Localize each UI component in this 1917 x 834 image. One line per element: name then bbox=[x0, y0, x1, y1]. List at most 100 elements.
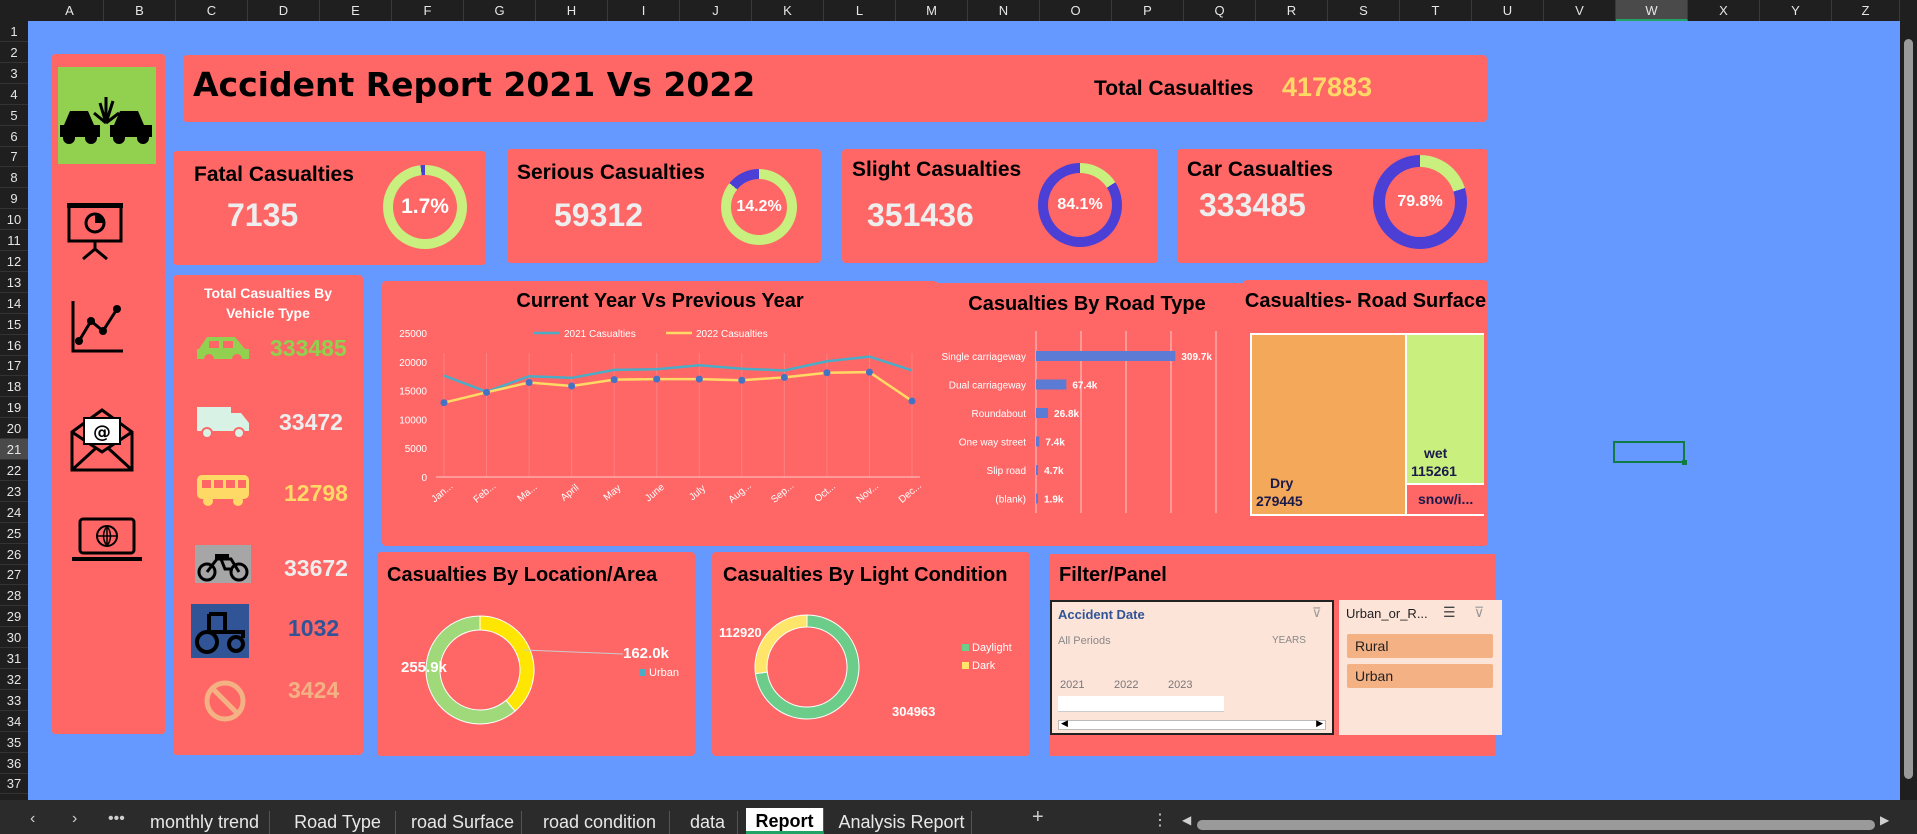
selected-cell[interactable] bbox=[1613, 441, 1687, 465]
year-2023[interactable]: 2023 bbox=[1168, 679, 1193, 691]
column-header[interactable]: G bbox=[464, 0, 536, 21]
year-2022[interactable]: 2022 bbox=[1114, 679, 1139, 691]
row-header[interactable]: 27 bbox=[0, 564, 28, 586]
row-header[interactable]: 25 bbox=[0, 523, 28, 544]
clear-filter-icon[interactable]: ⊽ bbox=[1474, 604, 1485, 620]
treemap-snow[interactable]: snow/i... bbox=[1407, 485, 1484, 514]
tab-options-icon[interactable]: ⋮ bbox=[1152, 812, 1168, 829]
column-header[interactable]: K bbox=[752, 0, 824, 21]
row-header[interactable]: 1 bbox=[0, 21, 28, 42]
prev-sheet-icon[interactable]: ‹ bbox=[30, 810, 36, 827]
row-header[interactable]: 31 bbox=[0, 648, 28, 669]
row-header[interactable]: 34 bbox=[0, 711, 28, 732]
presentation-icon[interactable] bbox=[65, 201, 125, 261]
tab-monthly-trend[interactable]: monthly trend bbox=[140, 811, 270, 834]
add-sheet-icon[interactable]: + bbox=[1032, 806, 1044, 828]
row-header[interactable]: 20 bbox=[0, 418, 28, 440]
column-header[interactable]: L bbox=[824, 0, 896, 21]
column-header[interactable]: S bbox=[1328, 0, 1400, 21]
row-header[interactable]: 33 bbox=[0, 690, 28, 711]
row-header[interactable]: 35 bbox=[0, 732, 28, 753]
column-header[interactable]: E bbox=[320, 0, 392, 21]
row-header[interactable]: 22 bbox=[0, 460, 28, 481]
column-header[interactable]: Q bbox=[1184, 0, 1256, 21]
row-header[interactable]: 15 bbox=[0, 314, 28, 335]
row-header[interactable]: 23 bbox=[0, 481, 28, 502]
date-slicer-unit[interactable]: YEARS bbox=[1272, 635, 1306, 646]
timeline-scrollbar[interactable]: ◀ ▶ bbox=[1058, 718, 1326, 730]
tab-data[interactable]: data bbox=[678, 811, 738, 834]
row-header[interactable]: 30 bbox=[0, 627, 28, 649]
treemap-dry[interactable]: Dry 279445 bbox=[1252, 335, 1407, 514]
clear-filter-icon[interactable]: ⊽ bbox=[1312, 605, 1322, 620]
more-sheets-icon[interactable]: ••• bbox=[108, 810, 125, 827]
multiselect-icon[interactable]: ☰ bbox=[1443, 604, 1456, 620]
row-header[interactable]: 26 bbox=[0, 544, 28, 565]
column-header[interactable]: B bbox=[104, 0, 176, 21]
horizontal-scrollbar[interactable] bbox=[1197, 820, 1875, 830]
row-header[interactable]: 13 bbox=[0, 272, 28, 293]
column-header[interactable]: N bbox=[968, 0, 1040, 21]
row-header[interactable]: 17 bbox=[0, 355, 28, 377]
timeline-bar[interactable] bbox=[1058, 696, 1224, 712]
slicer-option-urban[interactable]: Urban bbox=[1347, 664, 1493, 688]
column-header[interactable]: Y bbox=[1760, 0, 1832, 21]
row-header[interactable]: 9 bbox=[0, 188, 28, 210]
treemap-wet[interactable]: wet 115261 bbox=[1407, 335, 1484, 485]
car-crash-icon[interactable] bbox=[58, 67, 156, 164]
row-header[interactable]: 21 bbox=[0, 439, 28, 460]
scroll-left-icon[interactable]: ◀ bbox=[1061, 718, 1068, 728]
column-header[interactable]: M bbox=[896, 0, 968, 21]
email-icon[interactable]: @ bbox=[70, 406, 134, 472]
row-header[interactable]: 14 bbox=[0, 293, 28, 314]
row-header[interactable]: 18 bbox=[0, 376, 28, 398]
hscroll-left-icon[interactable]: ◀ bbox=[1182, 813, 1192, 827]
row-header[interactable]: 8 bbox=[0, 167, 28, 189]
column-header[interactable]: C bbox=[176, 0, 248, 21]
next-sheet-icon[interactable]: › bbox=[72, 810, 78, 827]
column-header[interactable]: V bbox=[1544, 0, 1616, 21]
row-header[interactable]: 24 bbox=[0, 502, 28, 523]
column-header[interactable]: F bbox=[392, 0, 464, 21]
tab-road-surface[interactable]: road Surface bbox=[404, 811, 522, 834]
column-header[interactable]: Z bbox=[1832, 0, 1900, 21]
row-header[interactable]: 12 bbox=[0, 251, 28, 272]
row-header[interactable]: 29 bbox=[0, 606, 28, 628]
column-header[interactable]: H bbox=[536, 0, 608, 21]
line-chart-icon[interactable] bbox=[69, 299, 125, 355]
hscroll-right-icon[interactable]: ▶ bbox=[1880, 813, 1890, 827]
date-slicer[interactable]: Accident Date ⊽ All Periods YEARS 2021 2… bbox=[1050, 600, 1334, 735]
row-header[interactable]: 6 bbox=[0, 126, 28, 147]
row-header[interactable]: 4 bbox=[0, 84, 28, 105]
row-header[interactable]: 10 bbox=[0, 209, 28, 231]
column-header[interactable]: R bbox=[1256, 0, 1328, 21]
row-header[interactable]: 2 bbox=[0, 42, 28, 63]
column-header[interactable]: J bbox=[680, 0, 752, 21]
column-header[interactable]: T bbox=[1400, 0, 1472, 21]
column-header[interactable]: P bbox=[1112, 0, 1184, 21]
row-header[interactable]: 36 bbox=[0, 753, 28, 774]
area-slicer[interactable]: Urban_or_R... ☰ ⊽ Rural Urban bbox=[1339, 600, 1502, 735]
column-header[interactable]: A bbox=[36, 0, 104, 21]
column-header[interactable]: U bbox=[1472, 0, 1544, 21]
row-header[interactable]: 3 bbox=[0, 63, 28, 84]
tab-road-condition[interactable]: road condition bbox=[530, 811, 670, 834]
column-header[interactable]: D bbox=[248, 0, 320, 21]
row-header[interactable]: 19 bbox=[0, 397, 28, 419]
row-header[interactable]: 16 bbox=[0, 335, 28, 356]
tab-report[interactable]: Report bbox=[746, 808, 824, 834]
tab-road-type[interactable]: Road Type bbox=[280, 811, 396, 834]
row-header[interactable]: 7 bbox=[0, 146, 28, 168]
slicer-option-rural[interactable]: Rural bbox=[1347, 634, 1493, 658]
tab-analysis-report[interactable]: Analysis Report bbox=[832, 811, 972, 834]
column-header[interactable]: O bbox=[1040, 0, 1112, 21]
column-header[interactable]: X bbox=[1688, 0, 1760, 21]
scroll-right-icon[interactable]: ▶ bbox=[1316, 718, 1323, 728]
vertical-scrollbar[interactable] bbox=[1900, 21, 1917, 800]
column-header[interactable]: I bbox=[608, 0, 680, 21]
row-header[interactable]: 32 bbox=[0, 669, 28, 690]
column-header[interactable]: W bbox=[1616, 0, 1688, 21]
row-header[interactable]: 28 bbox=[0, 585, 28, 607]
laptop-globe-icon[interactable] bbox=[72, 517, 142, 563]
year-2021[interactable]: 2021 bbox=[1060, 679, 1085, 691]
